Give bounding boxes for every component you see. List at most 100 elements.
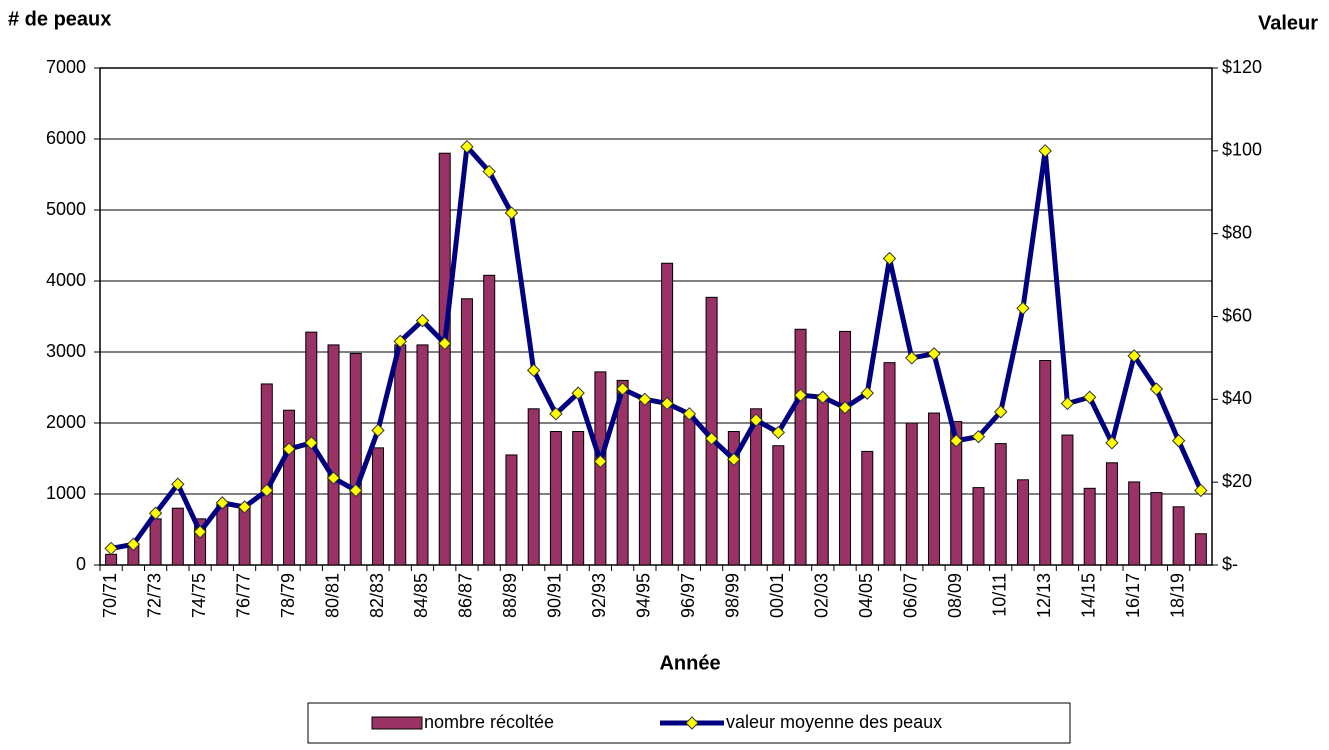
y2-tick-label: $- [1222, 554, 1238, 574]
legend-label: valeur moyenne des peaux [726, 712, 942, 732]
bar [772, 445, 785, 566]
marker [482, 164, 496, 179]
marker [927, 347, 941, 361]
bar [972, 487, 985, 566]
bar [505, 454, 518, 566]
marker [860, 386, 874, 400]
marker [682, 407, 697, 421]
legend-swatch [371, 716, 423, 730]
x-tick-label: 90/91 [545, 573, 565, 618]
x-tick-label: 10/11 [989, 573, 1009, 617]
marker [994, 405, 1008, 419]
x-tick-label: 74/75 [189, 573, 209, 618]
bar [661, 262, 674, 566]
bar [1105, 462, 1118, 566]
bar [1039, 360, 1052, 566]
y2-tick-label: $120 [1222, 57, 1262, 77]
marker [638, 392, 652, 407]
marker [193, 525, 207, 539]
marker [215, 496, 230, 510]
marker [148, 506, 163, 520]
x-tick-label: 84/85 [411, 573, 431, 618]
x-tick-label: 80/81 [322, 573, 342, 618]
marker [882, 251, 897, 266]
bar [149, 518, 162, 566]
x-tick-label: 00/01 [767, 573, 787, 618]
marker [260, 483, 274, 498]
bar [905, 422, 918, 566]
y-tick-label: 3000 [46, 341, 86, 361]
bar [594, 371, 607, 566]
bar [349, 352, 362, 566]
marker [771, 425, 786, 440]
bar [839, 330, 852, 566]
marker [393, 334, 407, 349]
x-tick-label: 94/95 [634, 573, 654, 618]
marker [326, 471, 341, 485]
marker [571, 386, 585, 400]
x-tick-label: 78/79 [278, 573, 298, 618]
y2-tick-label: $60 [1222, 305, 1252, 325]
marker [526, 363, 541, 378]
x-tick-label: 76/77 [233, 573, 253, 618]
y-tick-label: 6000 [46, 128, 86, 148]
bar [483, 274, 496, 566]
bar [616, 379, 629, 566]
marker [615, 382, 630, 396]
marker [460, 139, 474, 154]
marker [727, 452, 741, 467]
y-tick-label: 2000 [46, 412, 86, 432]
y-tick-label: 0 [76, 554, 86, 574]
marker [549, 407, 563, 421]
x-tick-label: 96/97 [678, 573, 698, 618]
bar [683, 415, 696, 566]
y-tick-label: 5000 [46, 199, 86, 219]
marker [171, 477, 185, 491]
marker [971, 429, 986, 444]
marker [371, 423, 385, 438]
marker [438, 336, 452, 351]
bar [950, 421, 963, 566]
x-tick-label: 12/13 [1034, 573, 1054, 618]
marker [1016, 301, 1030, 315]
x-tick-label: 82/83 [367, 573, 387, 618]
x-tick-label: 04/05 [856, 573, 876, 618]
bar [1061, 434, 1074, 566]
bar [527, 408, 540, 566]
bar [416, 344, 429, 566]
y2-tick-label: $100 [1222, 140, 1262, 160]
marker [793, 388, 808, 402]
marker [816, 390, 830, 404]
marker [660, 396, 674, 411]
marker [504, 206, 519, 220]
bar [394, 344, 407, 566]
x-tick-label: 72/73 [144, 573, 164, 618]
marker [704, 431, 719, 446]
marker [949, 434, 963, 448]
x-tick-label: 02/03 [812, 573, 832, 618]
marker [1171, 434, 1186, 448]
marker [1127, 349, 1141, 363]
x-tick-label: 70/71 [100, 573, 120, 618]
marker [749, 413, 763, 427]
x-tick-label: 14/15 [1078, 573, 1098, 618]
bar [194, 518, 207, 566]
marker [1082, 390, 1097, 404]
y-axis-title: # de peaux [8, 8, 111, 30]
bar [638, 401, 651, 566]
marker [905, 351, 919, 365]
marker [593, 454, 608, 469]
bar [794, 328, 807, 566]
x-tick-label: 16/17 [1123, 573, 1143, 618]
bar [1172, 506, 1185, 566]
legend-label: nombre récoltée [424, 712, 554, 732]
x-tick-label: 98/99 [723, 573, 743, 618]
bar [327, 344, 340, 566]
legend-marker [685, 716, 699, 730]
x-tick-label: 92/93 [589, 573, 609, 618]
bar [460, 298, 473, 566]
y2-tick-label: $40 [1222, 388, 1252, 408]
bar [283, 409, 296, 566]
bar [260, 383, 273, 566]
